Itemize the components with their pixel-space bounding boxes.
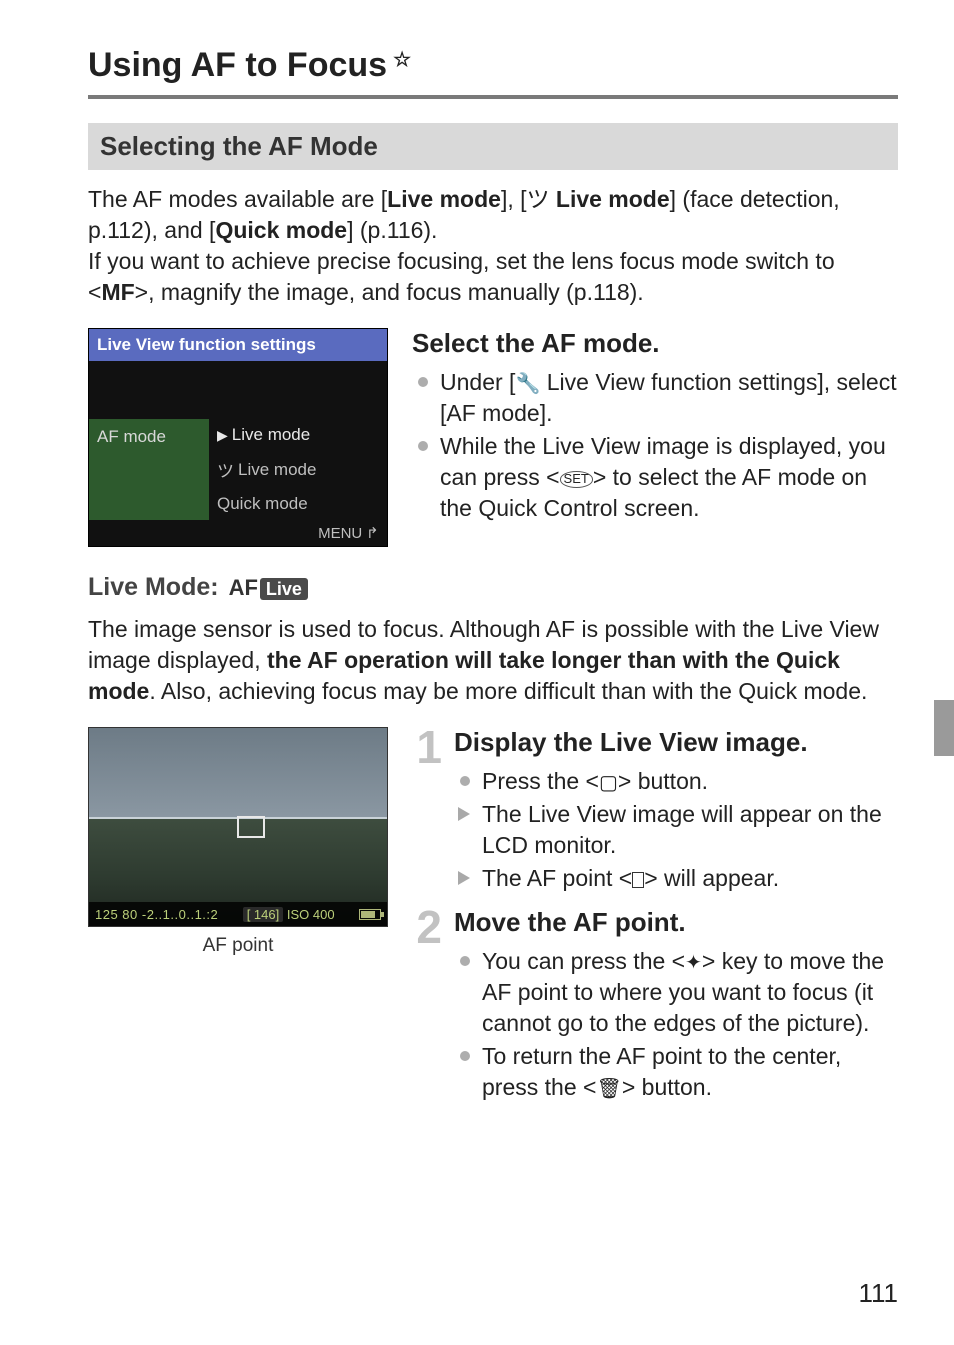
menu-footer: MENU ↰: [89, 520, 387, 546]
select-af-col: Select the AF mode. Under [🔧 Live View f…: [412, 328, 898, 547]
osd-iso: ISO 400: [287, 907, 335, 922]
step-number: 2: [412, 907, 442, 1105]
result-item: The AF point < > will appear.: [454, 863, 898, 894]
face-icon: ツ: [527, 186, 550, 212]
steps-row: 125 80 -2..1..0..1.:2 [ 146] ISO 400 AF …: [88, 727, 898, 1114]
live-mode-paragraph: The image sensor is used to focus. Altho…: [88, 614, 898, 707]
osd-shutter-aperture: 125 80: [95, 907, 138, 922]
text: ], [: [501, 186, 527, 212]
menu-row: AF mode ▶Live mode ツ Live mode Quick mod…: [89, 419, 387, 520]
text: The AF point <: [482, 865, 632, 891]
bullet-item: Under [🔧 Live View function settings], s…: [412, 367, 898, 429]
menu-option-2: ツ Live mode: [209, 451, 387, 488]
text: >, magnify the image, and focus manually…: [135, 279, 644, 305]
text: > button.: [618, 768, 708, 794]
step-heading: Select the AF mode.: [412, 328, 898, 359]
text: ] (p.116).: [347, 217, 437, 243]
bullet-list: You can press the <✦> key to move the AF…: [454, 946, 898, 1103]
bullet-item: You can press the <✦> key to move the AF…: [454, 946, 898, 1039]
step-number: 1: [412, 727, 442, 896]
title-rule: [88, 95, 898, 99]
badge-box: Live: [260, 578, 308, 600]
page-title: Using AF to Focus ☆: [88, 46, 898, 85]
return-icon: ↰: [366, 524, 379, 542]
face-icon: ツ: [217, 457, 234, 482]
step-2: 2 Move the AF point. You can press the <…: [412, 907, 898, 1105]
menu-screenshot: Live View function settings AF mode ▶Liv…: [88, 328, 388, 547]
text-bold: AF mode: [446, 400, 539, 426]
steps-col: 1 Display the Live View image. Press the…: [412, 727, 898, 1114]
step-heading: Move the AF point.: [454, 907, 898, 938]
live-mode-subhead: Live Mode: AFLive: [88, 573, 898, 602]
osd-left: 125 80 -2..1..0..1.:2: [95, 907, 218, 922]
text: Press the <: [482, 768, 599, 794]
opt-text: Live mode: [238, 460, 316, 480]
text: ].: [540, 400, 553, 426]
opt-text: Live mode: [232, 425, 310, 445]
text: Under [: [440, 369, 515, 395]
trash-icon: 🗑: [596, 1078, 621, 1100]
lv-osd: 125 80 -2..1..0..1.:2 [ 146] ISO 400: [89, 902, 387, 926]
bullet-item: Press the <▢> button.: [454, 766, 898, 797]
menu-header: Live View function settings: [89, 329, 387, 361]
step-1: 1 Display the Live View image. Press the…: [412, 727, 898, 896]
bullet-list: Under [🔧 Live View function settings], s…: [412, 367, 898, 524]
menu-option-1: ▶Live mode: [209, 419, 387, 451]
menu-option-3: Quick mode: [209, 488, 387, 520]
liveview-screenshot-col: 125 80 -2..1..0..1.:2 [ 146] ISO 400 AF …: [88, 727, 388, 1114]
text-bold: Live mode: [550, 186, 670, 212]
subhead-label: Live Mode:: [88, 573, 219, 602]
af-live-badge: AFLive: [229, 575, 308, 601]
menu-row-label: AF mode: [89, 419, 209, 520]
battery-icon: [359, 909, 381, 920]
title-text: Using AF to Focus: [88, 46, 387, 85]
step-body: Display the Live View image. Press the <…: [454, 727, 898, 896]
result-item: The Live View image will appear on the L…: [454, 799, 898, 861]
set-key-icon: SET: [560, 471, 593, 487]
side-tab: [934, 700, 954, 756]
screenshot-caption: AF point: [88, 935, 388, 957]
page-number: 111: [858, 1278, 898, 1309]
text: You can press the <: [482, 948, 685, 974]
text: The AF modes available are [: [88, 186, 387, 212]
text-bold: MF: [101, 279, 134, 305]
osd-scale: -2..1..0..1.:2: [142, 907, 218, 922]
bullet-item: While the Live View image is displayed, …: [412, 431, 898, 524]
bullet-list: Press the <▢> button. The Live View imag…: [454, 766, 898, 894]
text-bold: 🔧 Live View function settings: [515, 369, 817, 395]
text: > button.: [622, 1074, 712, 1100]
liveview-button-icon: ▢: [599, 772, 618, 794]
text-bold: Quick mode: [215, 217, 347, 243]
menu-footer-text: MENU: [318, 525, 362, 542]
step-heading: Display the Live View image.: [454, 727, 898, 758]
badge-pre: AF: [229, 575, 258, 600]
wrench-icon: 🔧: [515, 373, 540, 395]
text: > will appear.: [644, 865, 779, 891]
af-point-box: [237, 816, 265, 838]
step-body: Move the AF point. You can press the <✦>…: [454, 907, 898, 1105]
star-icon: ☆: [393, 47, 411, 72]
liveview-screenshot: 125 80 -2..1..0..1.:2 [ 146] ISO 400: [88, 727, 388, 927]
select-af-row: Live View function settings AF mode ▶Liv…: [88, 328, 898, 547]
bullet-item: To return the AF point to the center, pr…: [454, 1041, 898, 1103]
text: Live View function settings: [540, 369, 817, 395]
osd-mid-group: [ 146] ISO 400: [243, 907, 335, 922]
caret-icon: ▶: [217, 427, 228, 444]
menu-screenshot-col: Live View function settings AF mode ▶Liv…: [88, 328, 388, 547]
battery-fill: [361, 911, 375, 918]
cross-key-icon: ✦: [685, 952, 702, 974]
menu-gap: [89, 361, 387, 419]
section-heading: Selecting the AF Mode: [88, 123, 898, 170]
osd-shots: [ 146]: [243, 907, 284, 922]
text: . Also, achieving focus may be more diff…: [149, 678, 867, 704]
intro-paragraph: The AF modes available are [Live mode], …: [88, 184, 898, 308]
text-bold: Live mode: [387, 186, 501, 212]
af-point-icon: [632, 872, 644, 888]
menu-options: ▶Live mode ツ Live mode Quick mode: [209, 419, 387, 520]
